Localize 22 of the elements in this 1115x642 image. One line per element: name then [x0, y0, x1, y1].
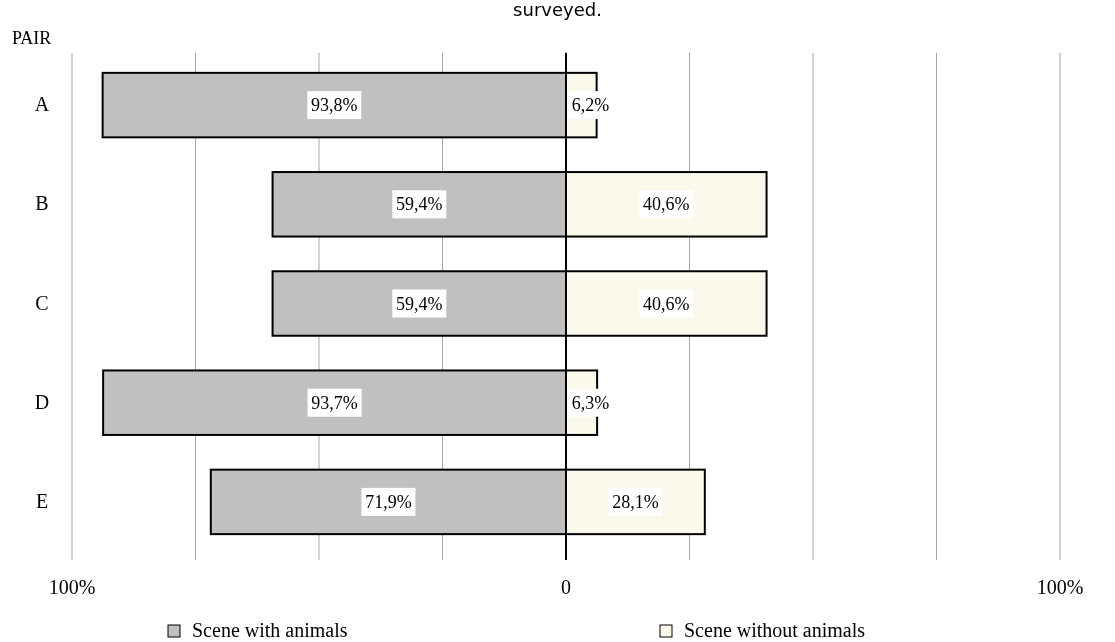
- data-label: 59,4%: [396, 194, 443, 215]
- y-tick-label: B: [35, 192, 49, 215]
- y-tick-label: D: [34, 390, 50, 413]
- y-tick-label: C: [35, 291, 49, 314]
- legend-label: Scene with animals: [192, 619, 348, 641]
- data-label: 59,4%: [396, 293, 443, 314]
- y-tick-label: E: [35, 489, 49, 512]
- x-tick-label: 100%: [48, 576, 96, 598]
- data-label: 6,3%: [571, 392, 610, 413]
- x-tick-label: 0: [561, 576, 571, 598]
- data-label: 28,1%: [612, 491, 659, 512]
- legend-label: Scene without animals: [684, 619, 866, 641]
- y-axis-title: PAIR: [12, 28, 52, 48]
- data-label: 40,6%: [643, 194, 690, 215]
- data-label: 93,8%: [311, 95, 358, 116]
- data-label: 6,2%: [571, 95, 610, 116]
- x-tick-label: 100%: [1036, 576, 1084, 598]
- data-label: 93,7%: [311, 392, 358, 413]
- data-label: 71,9%: [365, 491, 412, 512]
- data-label: 40,6%: [643, 293, 690, 314]
- chart-title: surveyed.: [513, 0, 602, 20]
- y-tick-label: A: [34, 93, 50, 116]
